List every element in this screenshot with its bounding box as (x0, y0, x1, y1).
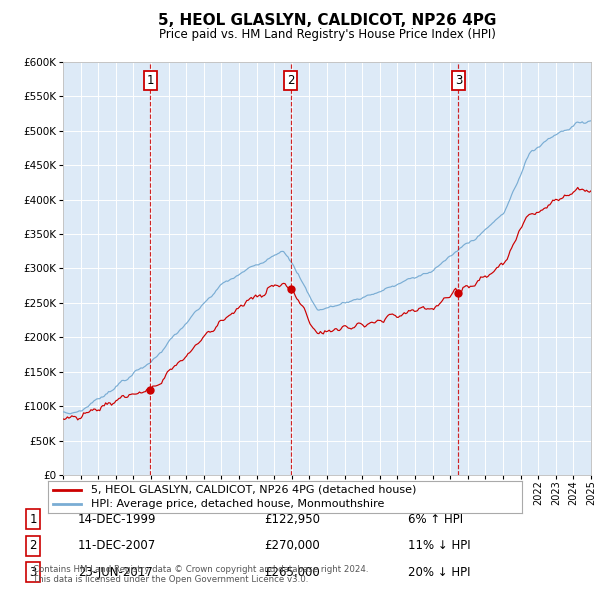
Text: 1: 1 (29, 513, 37, 526)
Text: 6% ↑ HPI: 6% ↑ HPI (408, 513, 463, 526)
Text: 5, HEOL GLASLYN, CALDICOT, NP26 4PG: 5, HEOL GLASLYN, CALDICOT, NP26 4PG (158, 13, 496, 28)
Text: 5, HEOL GLASLYN, CALDICOT, NP26 4PG (detached house): 5, HEOL GLASLYN, CALDICOT, NP26 4PG (det… (91, 485, 416, 495)
Text: 14-DEC-1999: 14-DEC-1999 (78, 513, 157, 526)
Text: 23-JUN-2017: 23-JUN-2017 (78, 566, 153, 579)
Text: £122,950: £122,950 (264, 513, 320, 526)
Text: £265,000: £265,000 (264, 566, 320, 579)
Text: Contains HM Land Registry data © Crown copyright and database right 2024.
This d: Contains HM Land Registry data © Crown c… (33, 565, 368, 584)
Text: 11% ↓ HPI: 11% ↓ HPI (408, 539, 470, 552)
Text: 2: 2 (287, 74, 295, 87)
Text: HPI: Average price, detached house, Monmouthshire: HPI: Average price, detached house, Monm… (91, 499, 384, 509)
Text: 2: 2 (29, 539, 37, 552)
Text: 1: 1 (146, 74, 154, 87)
Text: 11-DEC-2007: 11-DEC-2007 (78, 539, 156, 552)
Text: £270,000: £270,000 (264, 539, 320, 552)
Text: Price paid vs. HM Land Registry's House Price Index (HPI): Price paid vs. HM Land Registry's House … (158, 28, 496, 41)
Text: 3: 3 (29, 566, 37, 579)
Text: 20% ↓ HPI: 20% ↓ HPI (408, 566, 470, 579)
Text: 3: 3 (455, 74, 462, 87)
